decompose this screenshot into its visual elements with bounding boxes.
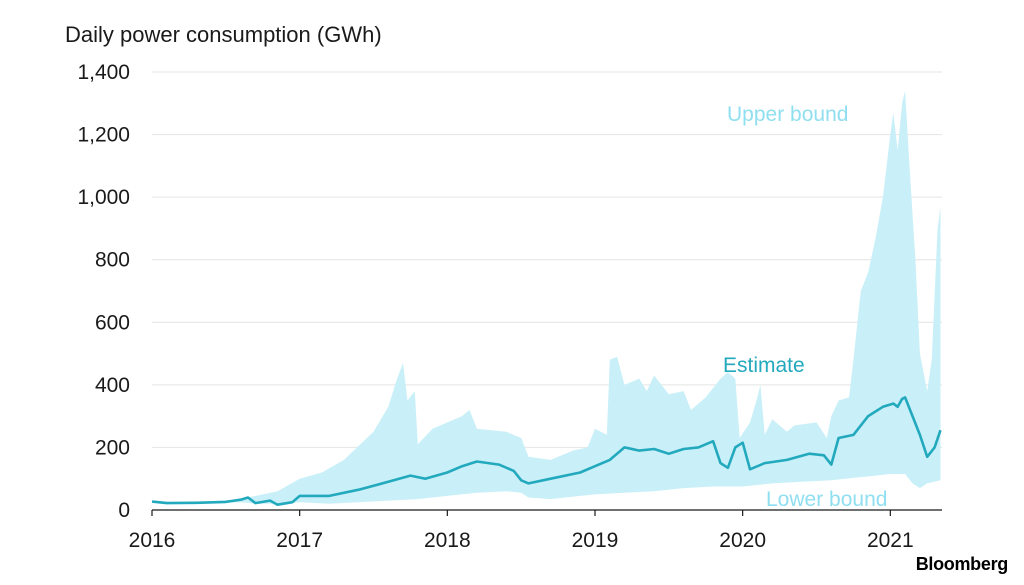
upper-lower-bound-band: [152, 90, 941, 504]
estimate-series: [151, 396, 942, 506]
x-axis-ticks: 2016 2017 2018 2019 2020 2021: [129, 510, 914, 552]
y-tick-label: 200: [95, 436, 130, 459]
x-tick-label: 2016: [129, 529, 176, 552]
lower-bound-label: Lower bound: [766, 488, 887, 511]
x-tick-label: 2021: [867, 529, 914, 552]
y-tick-label: 0: [118, 499, 130, 522]
y-axis-ticks: 0 200 400 600 800 1,000 1,200 1,400: [77, 61, 130, 522]
y-tick-label: 400: [95, 374, 130, 397]
x-tick-label: 2018: [424, 529, 471, 552]
y-tick-label: 1,000: [77, 186, 130, 209]
y-tick-label: 800: [95, 249, 130, 272]
bounds-band: [152, 90, 941, 504]
chart-title: Daily power consumption (GWh): [65, 22, 382, 47]
x-tick-label: 2020: [719, 529, 766, 552]
upper-bound-label: Upper bound: [727, 103, 848, 126]
y-tick-label: 600: [95, 311, 130, 334]
x-tick-label: 2019: [572, 529, 619, 552]
y-tick-label: 1,400: [77, 61, 130, 84]
y-tick-label: 1,200: [77, 124, 130, 147]
x-tick-label: 2017: [276, 529, 323, 552]
estimate-line: [151, 396, 942, 506]
estimate-label: Estimate: [723, 354, 805, 377]
gridlines: [152, 71, 942, 448]
bloomberg-logo: Bloomberg: [916, 554, 1008, 574]
